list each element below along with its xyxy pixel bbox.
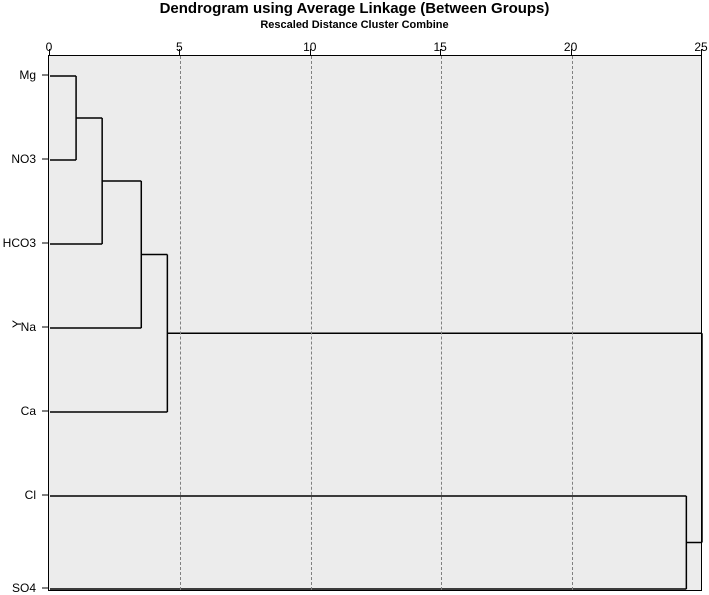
grid-line [311, 56, 312, 590]
plot-area [48, 55, 702, 591]
chart-subtitle: Rescaled Distance Cluster Combine [0, 19, 709, 31]
leaf-tick [42, 159, 48, 160]
leaf-label: HCO3 [0, 236, 36, 250]
leaf-tick [42, 495, 48, 496]
leaf-tick [42, 588, 48, 589]
grid-line [572, 56, 573, 590]
x-tick-label: 20 [564, 40, 577, 54]
leaf-label: NO3 [0, 152, 36, 166]
x-tick-label: 0 [46, 40, 53, 54]
chart-title: Dendrogram using Average Linkage (Betwee… [0, 0, 709, 17]
x-tick-label: 15 [434, 40, 447, 54]
leaf-tick [42, 327, 48, 328]
grid-line [441, 56, 442, 590]
leaf-label: Cl [0, 488, 36, 502]
x-tick-label: 5 [176, 40, 183, 54]
x-tick-label: 25 [694, 40, 707, 54]
dendrogram-svg [49, 56, 703, 592]
leaf-tick [42, 411, 48, 412]
grid-line [180, 56, 181, 590]
leaf-label: Na [0, 320, 36, 334]
leaf-tick [42, 243, 48, 244]
leaf-label: SO4 [0, 581, 36, 595]
leaf-label: Ca [0, 404, 36, 418]
x-tick-label: 10 [303, 40, 316, 54]
leaf-label: Mg [0, 68, 36, 82]
leaf-tick [42, 75, 48, 76]
